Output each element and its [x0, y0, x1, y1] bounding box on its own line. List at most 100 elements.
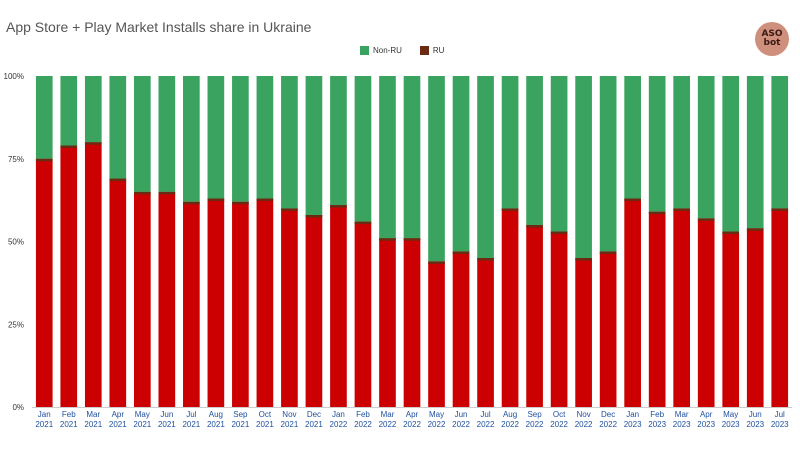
x-tick-year: 2022: [428, 420, 446, 429]
bar-non-ru: [526, 76, 543, 225]
legend-item-ru[interactable]: RU: [419, 46, 445, 55]
bar-non-ru: [599, 76, 617, 252]
x-tick-year: 2021: [109, 420, 127, 429]
bar-non-ru: [477, 76, 494, 259]
bar-ru: [133, 191, 151, 407]
bar-non-ru: [109, 76, 127, 179]
bar-ru-top-band: [354, 221, 372, 225]
bar-ru-top-band: [624, 198, 641, 201]
logo-line1: ASO: [761, 29, 783, 39]
bar-ru-top-band: [158, 191, 176, 195]
x-tick-year: 2023: [673, 420, 691, 429]
x-tick-year: 2021: [35, 420, 53, 429]
legend-label-non-ru: Non-RU: [373, 46, 402, 55]
x-tick-year: 2022: [330, 420, 348, 429]
bar-ru: [354, 221, 372, 407]
legend-label-ru: RU: [432, 46, 445, 55]
y-tick-label: 50%: [8, 238, 24, 247]
x-tick-year: 2021: [207, 420, 225, 429]
legend-swatch-non-ru: [360, 46, 369, 55]
x-tick-month: Nov: [282, 410, 296, 419]
bar-non-ru: [428, 76, 445, 262]
x-tick-month: Mar: [86, 410, 100, 419]
x-tick-year: 2021: [84, 420, 102, 429]
x-tick-year: 2021: [231, 420, 249, 429]
bar-non-ru: [648, 76, 666, 212]
bar-ru: [232, 201, 249, 407]
x-tick-month: Oct: [553, 410, 566, 419]
x-tick-year: 2023: [746, 420, 764, 429]
bar-ru-top-band: [477, 258, 494, 261]
x-tick-month: Apr: [406, 410, 419, 419]
bar-ru: [501, 208, 519, 407]
x-tick-month: Jul: [186, 410, 196, 419]
bar-non-ru: [232, 76, 249, 202]
bar-non-ru: [330, 76, 347, 206]
x-tick-year: 2022: [477, 420, 495, 429]
bar-non-ru: [183, 76, 200, 202]
bar-ru: [281, 208, 298, 407]
x-tick-month: Dec: [307, 410, 321, 419]
x-tick-month: Feb: [356, 410, 370, 419]
bar-ru-top-band: [575, 258, 592, 261]
bar-ru: [648, 211, 666, 407]
bar-ru-top-band: [379, 238, 396, 241]
bar-ru-top-band: [550, 231, 568, 235]
x-tick-month: Jan: [626, 410, 639, 419]
x-tick-year: 2021: [60, 420, 78, 429]
bar-non-ru: [84, 76, 102, 143]
bar-ru: [84, 142, 102, 407]
bar-ru-top-band: [648, 211, 666, 215]
bar-ru-top-band: [746, 228, 764, 231]
y-tick-label: 25%: [8, 320, 24, 329]
x-tick-month: May: [723, 410, 738, 419]
x-tick-month: Feb: [62, 410, 76, 419]
legend-swatch-ru: [419, 46, 429, 55]
x-tick-month: Apr: [112, 410, 125, 419]
bar-non-ru: [722, 76, 740, 232]
bar-ru-top-band: [452, 251, 470, 254]
bar-non-ru: [403, 76, 421, 239]
x-tick-month: Feb: [650, 410, 664, 419]
x-tick-month: May: [135, 410, 150, 419]
x-tick-year: 2022: [599, 420, 617, 429]
x-tick-month: Sep: [233, 410, 248, 419]
bar-non-ru: [158, 76, 176, 192]
y-tick-label: 0%: [12, 403, 24, 412]
x-tick-month: Jan: [332, 410, 345, 419]
x-tick-month: Jun: [749, 410, 762, 419]
bar-ru: [330, 205, 347, 407]
bar-ru: [624, 198, 641, 407]
bar-ru: [256, 198, 274, 407]
x-tick-month: May: [429, 410, 444, 419]
bar-ru: [599, 251, 617, 407]
x-tick-month: Jun: [455, 410, 468, 419]
bar-ru-top-band: [281, 208, 298, 211]
bar-ru-top-band: [697, 218, 715, 221]
x-tick-year: 2022: [354, 420, 372, 429]
bar-ru-top-band: [183, 201, 200, 205]
bar-ru-top-band: [109, 178, 127, 182]
x-tick-month: Apr: [700, 410, 713, 419]
bar-ru-top-band: [232, 201, 249, 205]
x-tick-year: 2023: [771, 420, 789, 429]
bar-ru: [526, 224, 543, 407]
x-tick-year: 2022: [526, 420, 544, 429]
bar-ru: [697, 218, 715, 407]
legend-item-non-ru[interactable]: Non-RU: [360, 46, 402, 55]
bar-non-ru: [550, 76, 568, 232]
bar-ru: [771, 208, 789, 407]
y-tick-label: 75%: [8, 155, 24, 164]
bar-ru-top-band: [207, 198, 225, 201]
x-tick-month: Jul: [480, 410, 490, 419]
bar-ru: [403, 238, 421, 407]
x-tick-month: Jan: [38, 410, 51, 419]
x-tick-year: 2021: [281, 420, 299, 429]
chart-title: App Store + Play Market Installs share i…: [6, 19, 312, 35]
bar-ru-top-band: [84, 142, 102, 145]
bar-ru: [35, 158, 53, 407]
x-tick-month: Aug: [503, 410, 517, 419]
x-tick-year: 2023: [697, 420, 715, 429]
x-tick-month: Dec: [601, 410, 615, 419]
bar-non-ru: [746, 76, 764, 229]
